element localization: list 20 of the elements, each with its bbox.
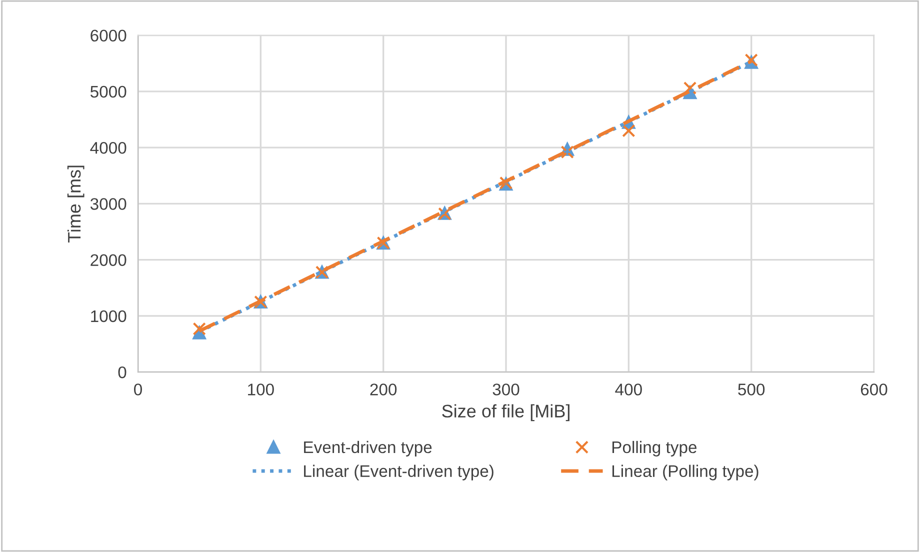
legend-label: Linear (Event-driven type) <box>304 464 494 480</box>
y-axis-title: Time [ms] <box>67 166 84 243</box>
x-tick-label: 300 <box>492 384 520 396</box>
x-tick-label: 500 <box>738 384 765 396</box>
y-tick-label: 3000 <box>90 198 126 210</box>
y-tick-label: 0 <box>118 366 126 378</box>
legend-label: Event-driven type <box>304 440 432 456</box>
x-tick-label: 100 <box>248 384 274 396</box>
y-tick-label: 1000 <box>91 310 126 322</box>
y-tick-label: 4000 <box>90 142 126 154</box>
y-tick-label: 2000 <box>90 254 126 266</box>
x-tick-label: 600 <box>860 384 888 396</box>
legend-label: Polling type <box>612 440 697 456</box>
x-tick-label: 0 <box>134 384 142 396</box>
x-tick-label: 400 <box>615 384 642 396</box>
legend-label: Linear (Polling type) <box>612 464 758 480</box>
y-tick-label: 6000 <box>90 30 126 42</box>
y-tick-label: 5000 <box>90 86 126 98</box>
x-tick-label: 200 <box>370 384 397 396</box>
x-axis-title: Size of file [MiB] <box>442 404 570 422</box>
